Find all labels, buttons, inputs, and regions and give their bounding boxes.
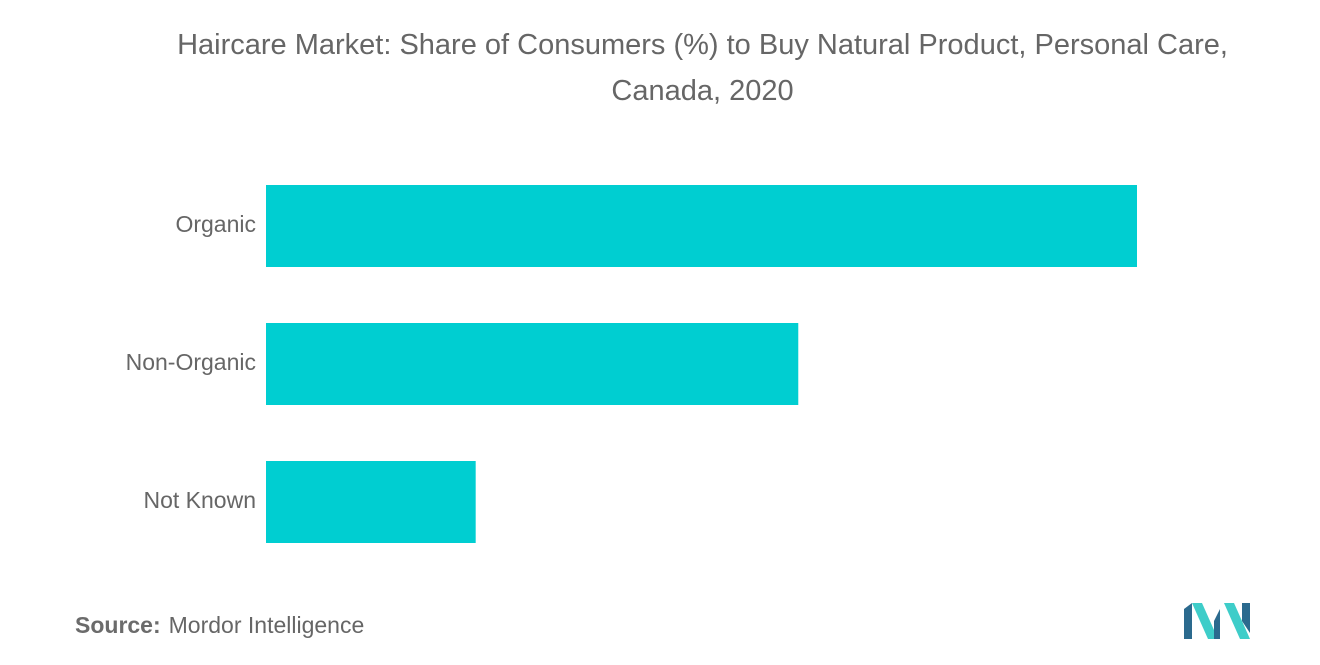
- chart-title: Haircare Market: Share of Consumers (%) …: [60, 22, 1320, 114]
- source-footer: Source: Mordor Intelligence: [75, 612, 364, 639]
- source-value: Mordor Intelligence: [168, 612, 365, 638]
- bar-non-organic: [266, 323, 799, 405]
- category-label: Non-Organic: [126, 349, 256, 375]
- category-label: Not Known: [143, 487, 256, 513]
- category-label: Organic: [175, 211, 256, 237]
- logo-shape-diag-1: [1192, 603, 1218, 639]
- bar-organic: [266, 185, 1137, 267]
- mordor-intelligence-logo-icon: [1184, 603, 1250, 639]
- logo-shape-diag-2: [1224, 603, 1250, 639]
- chart-title-line-1: Haircare Market: Share of Consumers (%) …: [177, 29, 1228, 61]
- logo-shape-mid: [1214, 609, 1220, 639]
- logo-shape-right: [1242, 603, 1250, 633]
- logo-shape-left: [1184, 603, 1192, 639]
- source-label: Source:: [75, 612, 161, 638]
- chart-title-line-2: Canada, 2020: [611, 75, 794, 107]
- bar-chart: Organic Non-Organic Not Known: [126, 185, 1137, 543]
- bar-not-known: [266, 461, 476, 543]
